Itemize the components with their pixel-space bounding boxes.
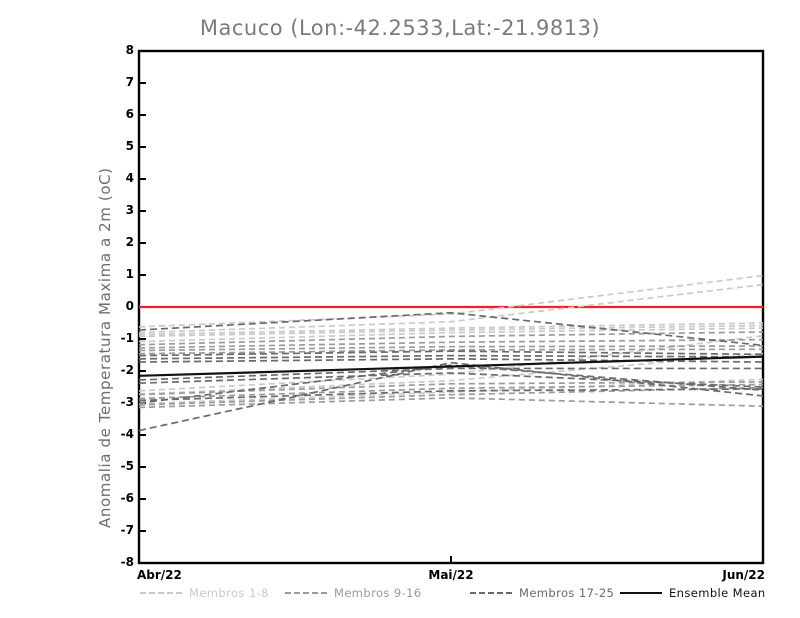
y-axis-tick-label: 3 xyxy=(125,203,134,217)
member-line xyxy=(138,350,764,357)
y-axis-tick-labels: 8 7 6 5 4 3 2 1 0 -1 -2 -3 -4 -5 -6 -7 -8 xyxy=(104,0,134,618)
member-line xyxy=(138,322,764,336)
y-axis-tick-label: 4 xyxy=(125,171,134,185)
y-axis-tick-label: -6 xyxy=(120,491,134,505)
chart-title: Macuco (Lon:-42.2533,Lat:-21.9813) xyxy=(199,16,601,40)
y-axis-tick-label: 5 xyxy=(125,139,134,153)
member-line xyxy=(138,338,764,349)
member-line xyxy=(138,327,764,343)
legend-swatch-icon xyxy=(470,592,512,594)
x-axis-tick-label: Abr/22 xyxy=(137,568,182,582)
legend-label: Ensemble Mean xyxy=(669,586,766,600)
y-axis-tick-label: 7 xyxy=(125,75,134,89)
member-line xyxy=(138,361,764,432)
y-axis-tick-label: 6 xyxy=(125,107,134,121)
member-line xyxy=(138,274,764,328)
member-line xyxy=(138,334,764,392)
legend-swatch-icon xyxy=(620,592,662,594)
y-axis-tick-label: 0 xyxy=(125,299,134,313)
legend-label: Membros 17-25 xyxy=(519,586,615,600)
member-line xyxy=(138,397,764,409)
y-axis-tick-label: -1 xyxy=(120,331,134,345)
y-axis-tick-label: 2 xyxy=(125,235,134,249)
member-line xyxy=(138,324,764,338)
y-axis-tick-label: -2 xyxy=(120,363,134,377)
legend-label: Membros 9-16 xyxy=(334,586,422,600)
legend-item[interactable]: Ensemble Mean xyxy=(620,583,766,603)
member-line xyxy=(138,364,764,404)
member-line xyxy=(138,388,764,402)
y-axis-tick-label: -4 xyxy=(120,427,134,441)
legend-label: Membros 1-8 xyxy=(189,586,269,600)
y-axis-tick-label: -5 xyxy=(120,459,134,473)
x-axis-tick-label: Jun/22 xyxy=(722,568,765,582)
member-line xyxy=(138,345,764,352)
legend-swatch-icon xyxy=(285,592,327,594)
legend-item[interactable]: Membros 1-8 xyxy=(140,583,269,603)
legend-item[interactable]: Membros 17-25 xyxy=(470,583,614,603)
legend-item[interactable]: Membros 9-16 xyxy=(285,583,422,603)
x-axis-tick-label: Mai/22 xyxy=(428,568,474,582)
member-line xyxy=(138,331,764,346)
member-line xyxy=(138,283,764,334)
y-axis-tick-label: 1 xyxy=(125,267,134,281)
y-axis-tick-label: -7 xyxy=(120,523,134,537)
member-line xyxy=(138,367,763,381)
member-line xyxy=(138,354,764,360)
member-line xyxy=(138,311,764,347)
ensemble-mean-line xyxy=(138,355,764,377)
legend-swatch-icon xyxy=(140,592,182,594)
y-axis-tick-label: -3 xyxy=(120,395,134,409)
chart-legend: Membros 1-8 Membros 9-16 Membros 17-25 Ense… xyxy=(0,583,800,605)
member-line xyxy=(138,348,764,355)
member-line xyxy=(138,378,764,405)
y-axis-tick-label: 8 xyxy=(125,43,134,57)
y-axis-tick-label: -8 xyxy=(120,555,134,569)
